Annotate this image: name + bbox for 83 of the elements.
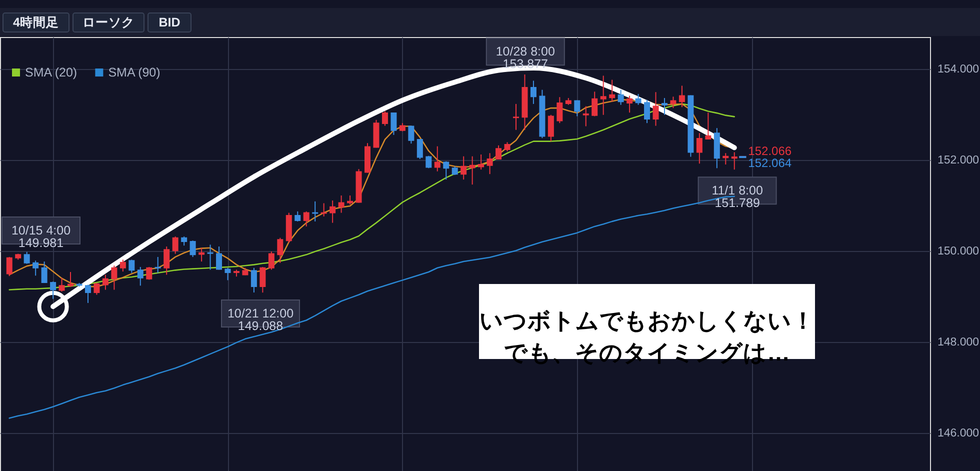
candlestick	[618, 89, 624, 106]
candlestick	[146, 266, 152, 280]
candlestick	[478, 154, 484, 170]
candlestick	[41, 261, 48, 284]
candlestick	[207, 244, 214, 270]
text: BID	[158, 16, 180, 30]
candlestick	[164, 246, 170, 276]
candlestick	[84, 284, 91, 304]
candlestick	[111, 265, 118, 290]
candlestick	[32, 260, 39, 276]
candlestick	[137, 266, 144, 286]
candlestick	[504, 142, 510, 152]
y-tick-label: 152.000	[938, 154, 980, 166]
candlestick	[154, 256, 161, 274]
candlestick	[6, 256, 12, 277]
candlestick	[635, 93, 642, 106]
candlestick	[678, 85, 685, 108]
candlestick	[50, 281, 56, 300]
candlestick	[120, 259, 126, 272]
candlestick	[24, 251, 30, 264]
text: 4時間足	[13, 16, 59, 30]
text: ローソク	[82, 16, 134, 30]
candlestick	[416, 138, 423, 160]
candlestick	[496, 144, 502, 160]
candlestick	[190, 240, 196, 258]
candlestick	[592, 91, 598, 117]
candlestick	[408, 125, 414, 144]
candlestick	[582, 106, 589, 127]
candlestick	[705, 112, 712, 140]
candlestick	[68, 271, 74, 288]
candlestick	[338, 194, 344, 214]
candlestick	[128, 259, 135, 274]
candlestick	[731, 152, 738, 170]
candlestick	[600, 75, 606, 116]
candlestick	[224, 267, 231, 281]
y-tick-label: 154.000	[938, 63, 980, 76]
candlestick	[268, 250, 274, 270]
candlestick	[347, 194, 354, 206]
candlestick	[260, 266, 266, 294]
candlestick	[652, 92, 659, 126]
candlestick	[181, 236, 188, 246]
y-tick-label: 146.000	[938, 428, 980, 440]
candlestick	[670, 96, 676, 109]
candlestick	[330, 200, 336, 224]
candlestick	[530, 80, 536, 104]
ref-line-label: 152.066	[748, 144, 792, 158]
candlestick	[556, 96, 563, 124]
candlestick	[574, 100, 580, 117]
candlestick	[469, 156, 476, 186]
candlestick	[644, 99, 650, 124]
candlestick	[434, 146, 440, 172]
candlestick	[94, 282, 100, 296]
candlestick	[172, 236, 178, 254]
candlestick	[58, 277, 65, 292]
legend-label: SMA (20)	[25, 66, 78, 80]
candlestick	[216, 246, 222, 270]
y-tick-label: 150.000	[938, 246, 980, 258]
candlestick	[548, 114, 554, 142]
candlestick	[626, 95, 633, 114]
annotation: いつボトムでもおかしくない！でも、そのタイミングは…	[480, 308, 814, 366]
candlestick	[661, 98, 668, 116]
candlestick	[198, 247, 205, 262]
candlestick	[390, 112, 397, 136]
candlestick	[443, 160, 450, 180]
annotation: 10/21 12:00 149.088	[227, 306, 294, 333]
candlestick	[696, 132, 702, 164]
candlestick	[303, 210, 310, 227]
annotation: 10/15 4:00 149.981	[11, 224, 71, 250]
candlestick	[250, 267, 257, 293]
candlestick	[609, 79, 616, 102]
candlestick	[513, 103, 519, 130]
candlestick	[486, 152, 493, 175]
candlestick	[102, 274, 108, 290]
y-tick-label: 148.000	[938, 336, 980, 349]
legend-label: SMA (90)	[108, 66, 160, 80]
candlestick	[294, 210, 301, 222]
candlestick	[382, 110, 388, 126]
annotation: 11/1 8:00 151.789	[712, 184, 763, 210]
ref-line-label: 152.064	[748, 156, 792, 170]
candlestick	[426, 155, 432, 169]
candlestick	[277, 237, 284, 264]
candlestick	[722, 152, 729, 166]
candlestick	[460, 156, 467, 180]
